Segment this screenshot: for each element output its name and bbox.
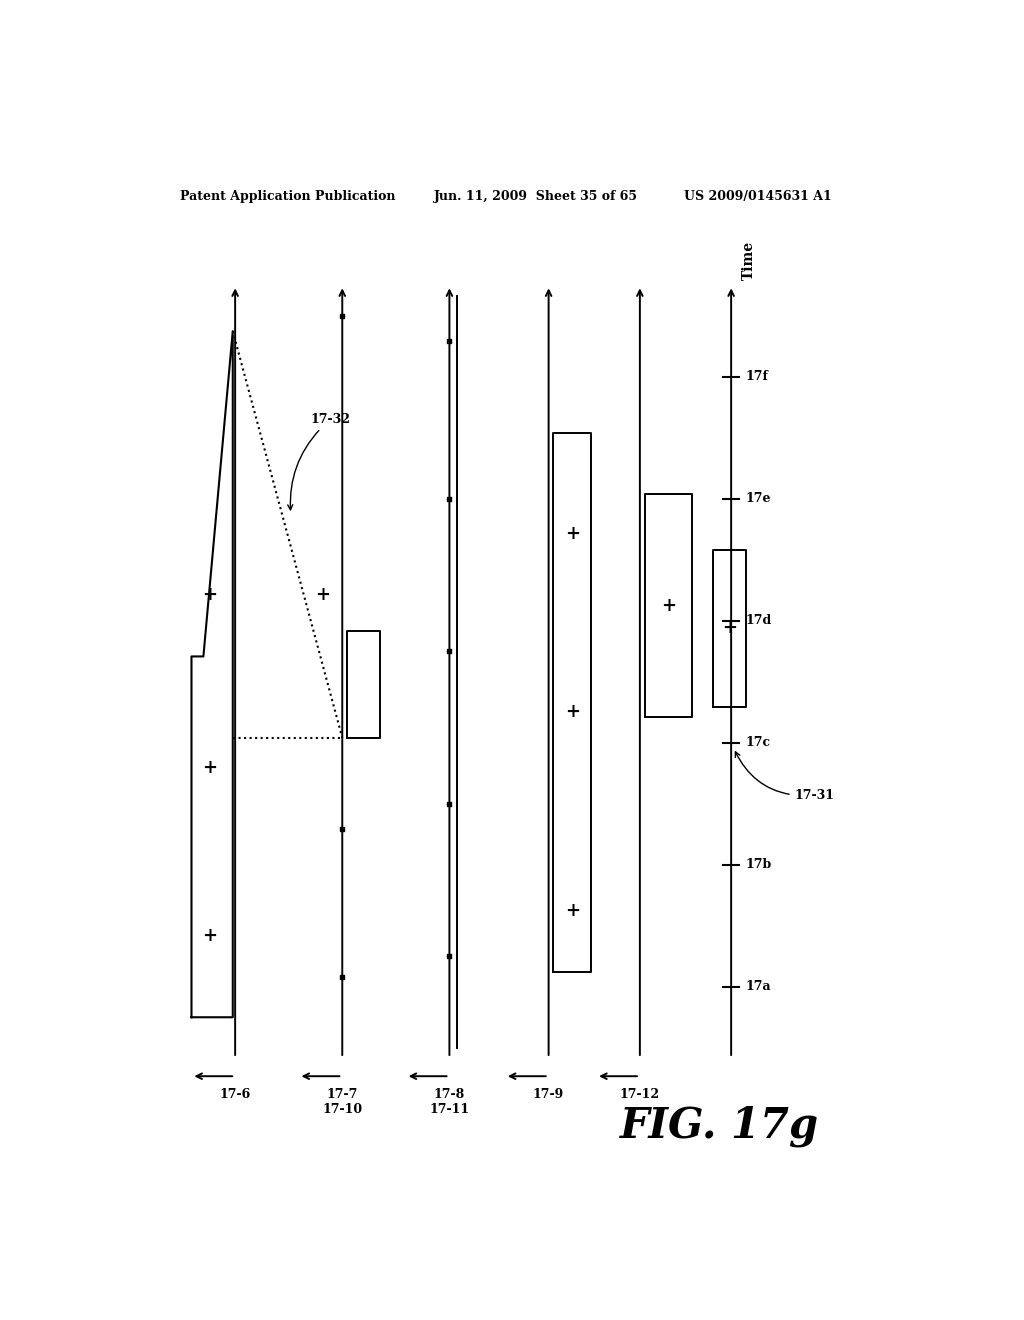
Text: Jun. 11, 2009  Sheet 35 of 65: Jun. 11, 2009 Sheet 35 of 65 <box>433 190 638 202</box>
Text: Patent Application Publication: Patent Application Publication <box>179 190 395 202</box>
Text: 17-8
17-11: 17-8 17-11 <box>429 1089 469 1117</box>
Text: 17b: 17b <box>745 858 772 871</box>
Text: 17a: 17a <box>745 981 771 993</box>
Text: +: + <box>565 525 580 544</box>
Text: 17-32: 17-32 <box>288 413 350 510</box>
Text: 17-12: 17-12 <box>620 1089 659 1101</box>
Text: 17-31: 17-31 <box>735 752 835 801</box>
Text: 17f: 17f <box>745 371 768 383</box>
Text: Time: Time <box>741 242 756 280</box>
Text: 17-9: 17-9 <box>532 1089 564 1101</box>
Text: 17-7
17-10: 17-7 17-10 <box>323 1089 362 1117</box>
Text: 17d: 17d <box>745 614 772 627</box>
Text: 17c: 17c <box>745 737 770 750</box>
Text: FIG. 17g: FIG. 17g <box>620 1105 819 1147</box>
Text: +: + <box>202 927 217 945</box>
Text: +: + <box>722 619 737 638</box>
Text: 17e: 17e <box>745 492 771 506</box>
Text: +: + <box>202 586 217 605</box>
Text: 17-6: 17-6 <box>219 1089 251 1101</box>
Text: +: + <box>315 586 330 605</box>
Text: US 2009/0145631 A1: US 2009/0145631 A1 <box>684 190 831 202</box>
Text: +: + <box>565 902 580 920</box>
Text: +: + <box>202 759 217 777</box>
Text: +: + <box>565 704 580 721</box>
Text: +: + <box>660 597 676 615</box>
